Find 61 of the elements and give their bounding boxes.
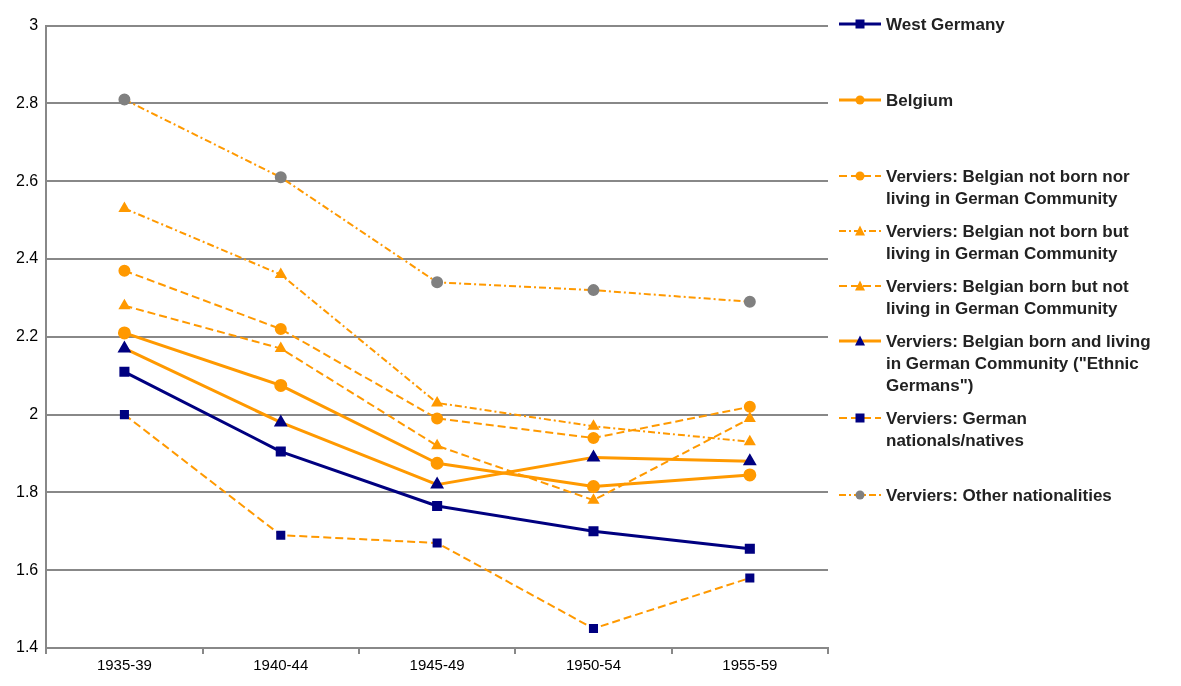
point [275, 446, 286, 457]
point [743, 295, 756, 308]
point [431, 439, 443, 450]
point [275, 268, 287, 279]
point [274, 378, 288, 392]
legend-label: Verviers: Belgian not born nor living in German Community [886, 166, 1131, 210]
point [745, 573, 755, 583]
legend-label: Verviers: Belgian born and living in German Community ("Ethnic Germans") [886, 331, 1152, 397]
point [430, 456, 444, 470]
point [274, 171, 287, 184]
legend-label: West Germany [886, 14, 1005, 36]
point [119, 202, 130, 212]
y-tick-label: 2.6 [15, 171, 39, 189]
point [276, 530, 286, 540]
point [117, 326, 131, 340]
legend-label: Belgium [886, 90, 954, 112]
point [743, 454, 756, 466]
legend-label: Verviers: Other nationalities [886, 485, 1112, 507]
legend-label: Verviers: Belgian born but not living in German Community [886, 276, 1130, 320]
point [432, 538, 442, 548]
point [432, 500, 443, 512]
y-tick-label: 2.8 [15, 93, 39, 111]
point [431, 396, 443, 407]
point [431, 276, 444, 289]
point [743, 400, 756, 413]
point [587, 450, 600, 462]
point [588, 494, 599, 504]
point [118, 93, 131, 106]
point [118, 264, 131, 277]
legend-label: Verviers: German nationals/natives [886, 408, 1028, 452]
point [119, 366, 130, 377]
point [744, 412, 756, 422]
point [431, 412, 444, 425]
point [119, 299, 130, 310]
point [588, 624, 599, 634]
y-tick-label: 2 [29, 405, 39, 423]
y-tick-label: 2.4 [15, 249, 39, 267]
y-tick-label: 1.8 [15, 482, 39, 500]
point [587, 431, 600, 444]
point [744, 435, 756, 446]
legend-label: Verviers: Belgian not born but living in German Community [886, 221, 1130, 265]
point [119, 410, 129, 420]
point [586, 480, 600, 494]
point [588, 420, 599, 430]
x-tick-label: 1955-59 [722, 656, 778, 674]
point [118, 341, 131, 353]
point [588, 526, 599, 537]
x-tick-label: 1940-44 [253, 656, 309, 674]
x-tick-label: 1950-54 [565, 656, 621, 674]
x-tick-label: 1935-39 [96, 656, 152, 674]
y-tick-label: 2.2 [15, 327, 39, 345]
point [743, 468, 757, 482]
point [744, 543, 755, 554]
point [587, 284, 600, 297]
y-tick-label: 1.6 [15, 560, 39, 578]
y-tick-label: 3 [29, 16, 39, 34]
point [274, 323, 287, 336]
point [275, 342, 287, 352]
point [274, 415, 287, 427]
y-tick-label: 1.4 [15, 638, 39, 656]
x-tick-label: 1945-49 [409, 656, 465, 674]
